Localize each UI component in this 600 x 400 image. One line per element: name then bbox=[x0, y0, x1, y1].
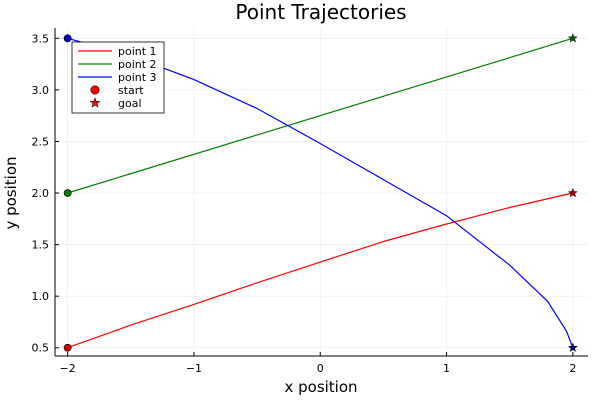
x-tick-label: −1 bbox=[186, 362, 202, 375]
legend-label: goal bbox=[118, 97, 142, 110]
goal-marker bbox=[567, 342, 578, 353]
y-tick-label: 3.5 bbox=[32, 32, 50, 45]
x-tick-label: 0 bbox=[317, 362, 324, 375]
legend-swatch-star bbox=[89, 97, 101, 108]
y-tick-label: 2.5 bbox=[32, 135, 50, 148]
x-tick-label: 2 bbox=[569, 362, 576, 375]
y-tick-label: 1.5 bbox=[32, 239, 50, 252]
y-tick-label: 0.5 bbox=[32, 342, 50, 355]
series-lines bbox=[67, 37, 574, 349]
chart-title: Point Trajectories bbox=[235, 0, 406, 24]
start-marker bbox=[63, 189, 72, 197]
y-axis-label: y position bbox=[2, 156, 20, 229]
x-axis-label: x position bbox=[284, 378, 357, 396]
start-marker bbox=[63, 343, 72, 352]
legend-label: point 2 bbox=[118, 58, 157, 71]
goal-marker bbox=[567, 187, 578, 198]
legend-label: point 1 bbox=[118, 45, 157, 58]
x-tick-label: −2 bbox=[60, 362, 76, 375]
y-tick-label: 3.0 bbox=[32, 84, 50, 97]
goal-marker bbox=[567, 32, 578, 43]
legend-label: start bbox=[118, 84, 144, 97]
markers bbox=[63, 32, 578, 353]
series-line-point-1 bbox=[67, 192, 573, 349]
series-line-point-3 bbox=[67, 37, 574, 348]
series-line-point-2 bbox=[67, 37, 573, 194]
x-tick-label: 1 bbox=[443, 362, 450, 375]
y-tick-label: 1.0 bbox=[32, 290, 50, 303]
start-marker bbox=[63, 34, 72, 43]
legend-swatch-circle bbox=[90, 85, 100, 95]
legend-label: point 3 bbox=[118, 71, 157, 84]
axes: −2 −1 0 1 2 0.5 1.0 1.5 2.0 2.5 3.0 3.5 bbox=[32, 28, 588, 375]
y-tick-label: 2.0 bbox=[32, 187, 50, 200]
